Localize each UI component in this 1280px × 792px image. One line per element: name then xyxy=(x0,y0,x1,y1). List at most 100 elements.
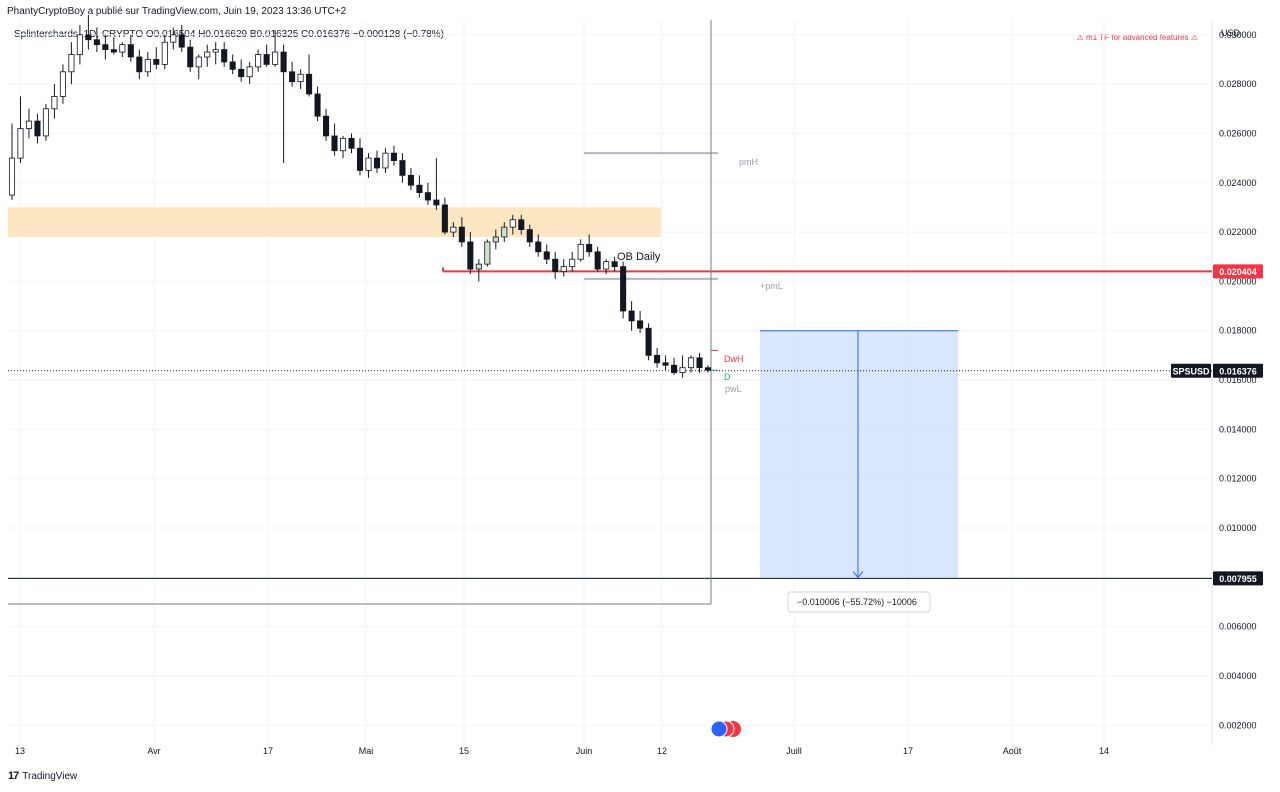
candle[interactable] xyxy=(509,214,516,235)
candle[interactable] xyxy=(433,158,440,210)
y-tick-label: 0.026000 xyxy=(1219,128,1257,138)
candle[interactable] xyxy=(467,232,474,274)
candle[interactable] xyxy=(255,49,262,72)
candle[interactable] xyxy=(475,259,482,282)
y-tick-label: 0.010000 xyxy=(1219,523,1257,533)
candle[interactable] xyxy=(441,197,448,235)
dwh-label: DwH xyxy=(724,354,744,364)
candle[interactable] xyxy=(51,84,58,119)
candle[interactable] xyxy=(153,47,160,70)
candle[interactable] xyxy=(127,34,134,62)
candle[interactable] xyxy=(450,222,457,238)
candle[interactable] xyxy=(535,234,542,257)
candle[interactable] xyxy=(382,148,389,173)
candle[interactable] xyxy=(331,123,338,156)
candle[interactable] xyxy=(170,27,177,50)
candle[interactable] xyxy=(144,52,151,77)
candle[interactable] xyxy=(8,123,16,201)
candle[interactable] xyxy=(399,153,406,183)
candle[interactable] xyxy=(569,251,576,272)
candle[interactable] xyxy=(195,54,202,80)
candle[interactable] xyxy=(93,27,100,53)
candle[interactable] xyxy=(110,37,117,55)
candle[interactable] xyxy=(178,24,185,53)
footer[interactable]: 17 TradingView xyxy=(8,770,77,782)
candle[interactable] xyxy=(339,135,347,159)
candle[interactable] xyxy=(492,229,499,250)
candle[interactable] xyxy=(297,69,304,90)
candle-body xyxy=(297,73,304,83)
candle-body xyxy=(229,61,236,70)
candle[interactable] xyxy=(348,133,355,154)
candle-body xyxy=(671,364,678,374)
candle[interactable] xyxy=(611,256,618,272)
candle[interactable] xyxy=(212,42,219,65)
candle[interactable] xyxy=(671,357,678,376)
candle[interactable] xyxy=(119,42,126,57)
candle[interactable] xyxy=(314,86,321,122)
candle-body xyxy=(543,251,550,260)
candle[interactable] xyxy=(416,175,423,198)
candle-body xyxy=(339,137,347,152)
candle[interactable] xyxy=(263,44,270,67)
candle[interactable] xyxy=(594,246,601,272)
candle-body xyxy=(204,51,211,58)
candle[interactable] xyxy=(424,182,431,205)
candle[interactable] xyxy=(17,96,24,164)
candle[interactable] xyxy=(204,44,211,67)
candle[interactable] xyxy=(645,323,652,361)
ob-daily-zone[interactable] xyxy=(8,207,661,238)
candle[interactable] xyxy=(484,239,491,267)
candle[interactable] xyxy=(238,59,245,82)
candle[interactable] xyxy=(662,355,669,371)
candle[interactable] xyxy=(577,239,584,262)
candle-body xyxy=(484,241,491,265)
candle[interactable] xyxy=(187,39,194,72)
candle[interactable] xyxy=(34,113,41,144)
projection-zone[interactable] xyxy=(760,330,958,579)
candle[interactable] xyxy=(526,224,533,247)
candle[interactable] xyxy=(365,153,372,178)
candle[interactable] xyxy=(543,244,550,265)
candle[interactable] xyxy=(458,217,465,247)
candle[interactable] xyxy=(272,29,279,67)
candle[interactable] xyxy=(289,61,296,87)
candle[interactable] xyxy=(687,355,695,373)
candle[interactable] xyxy=(373,150,381,173)
candle[interactable] xyxy=(586,234,593,257)
candle[interactable] xyxy=(280,44,287,164)
candle[interactable] xyxy=(704,365,712,373)
candle[interactable] xyxy=(76,24,83,65)
advanced-features-warning[interactable]: ⚠ m1 TF for advanced features ⚠ xyxy=(1076,33,1198,42)
candle[interactable] xyxy=(323,108,330,141)
candle[interactable] xyxy=(620,261,627,319)
candle[interactable] xyxy=(85,15,92,50)
candle[interactable] xyxy=(407,167,414,191)
candle[interactable] xyxy=(560,259,567,277)
candle[interactable] xyxy=(603,259,610,274)
candle[interactable] xyxy=(654,347,661,368)
candle[interactable] xyxy=(102,34,109,60)
candle[interactable] xyxy=(229,54,236,75)
flag-icon[interactable] xyxy=(710,720,741,738)
candle[interactable] xyxy=(679,355,686,378)
candle[interactable] xyxy=(696,352,703,373)
candle[interactable] xyxy=(25,108,33,139)
candle[interactable] xyxy=(59,64,66,104)
candle[interactable] xyxy=(501,222,508,242)
candle-body xyxy=(645,327,652,356)
candle[interactable] xyxy=(552,251,559,279)
candle[interactable] xyxy=(42,103,49,141)
candle[interactable] xyxy=(161,34,168,70)
candle[interactable] xyxy=(136,49,143,80)
candle[interactable] xyxy=(356,138,364,176)
candle[interactable] xyxy=(68,42,75,85)
candle[interactable] xyxy=(628,301,635,331)
candle[interactable] xyxy=(306,54,313,97)
candle[interactable] xyxy=(637,310,644,334)
candle[interactable] xyxy=(246,61,253,85)
candle[interactable] xyxy=(518,214,525,235)
candle[interactable] xyxy=(390,145,397,166)
candle[interactable] xyxy=(221,42,228,67)
